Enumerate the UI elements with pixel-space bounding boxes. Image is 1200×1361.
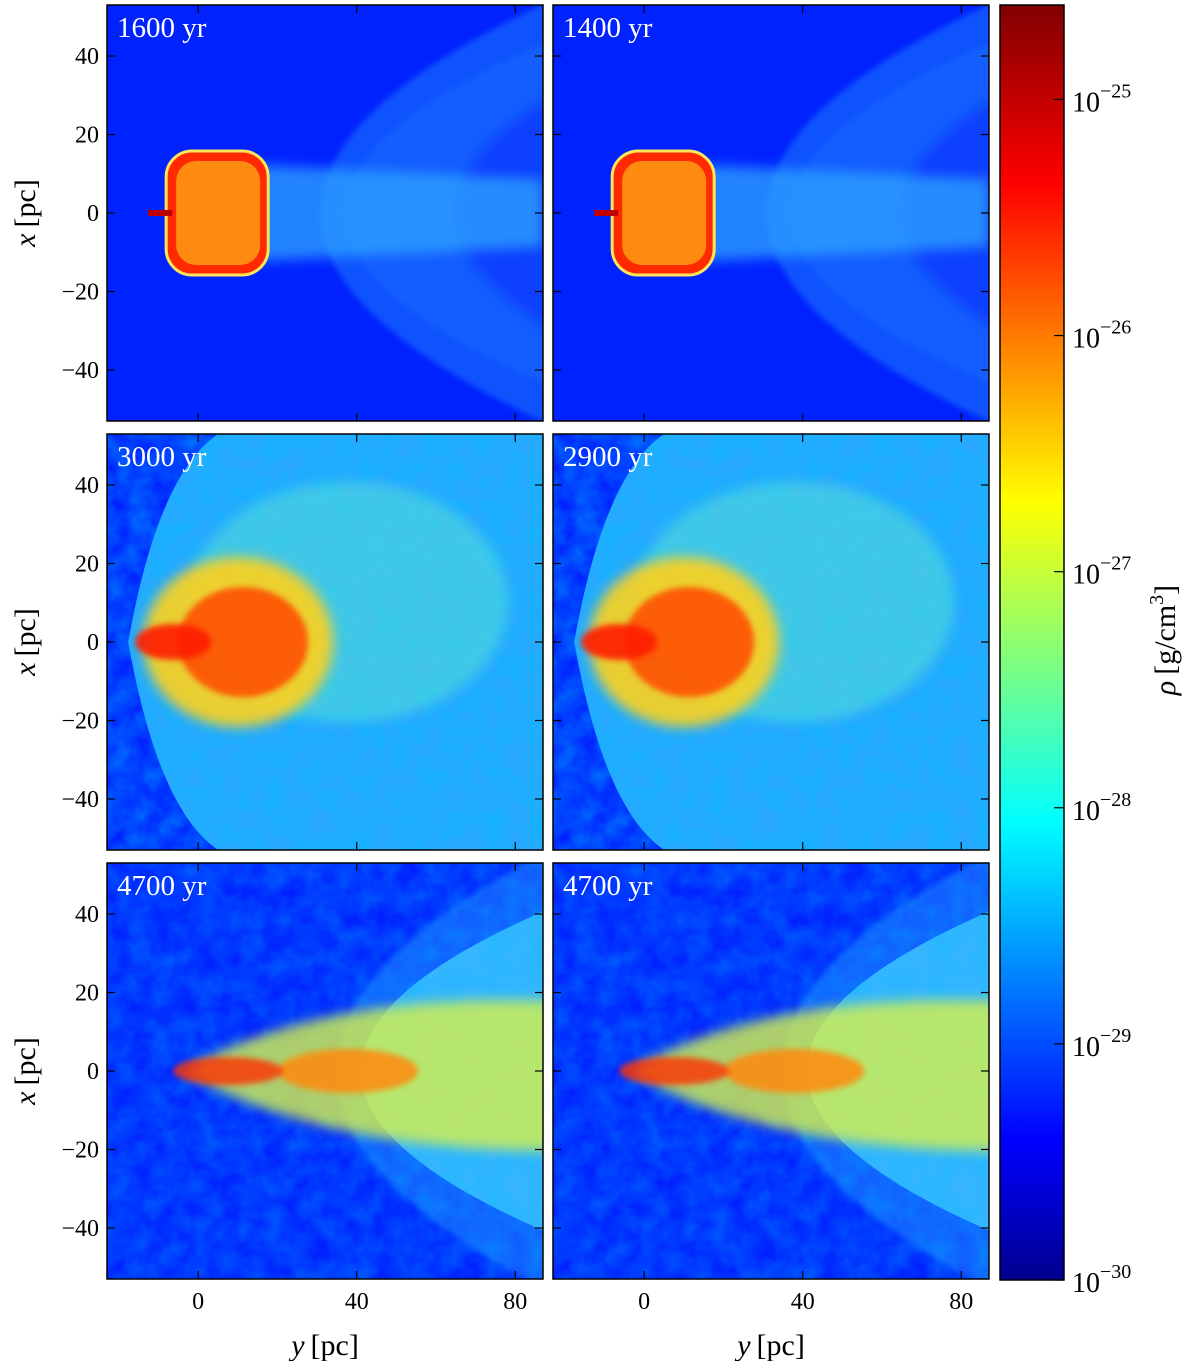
dense-knot	[724, 1049, 865, 1093]
y-tick-label: 0	[87, 201, 99, 227]
panel-time-label: 2900 yr	[563, 441, 653, 473]
x-tick-label: 40	[345, 1289, 369, 1315]
y-axis-label: x [pc]	[9, 1037, 42, 1106]
y-axis-label: x [pc]	[9, 179, 42, 248]
colorbar-tick-base: 10	[1072, 1268, 1100, 1299]
colorbar-tick-exp: −29	[1100, 1025, 1131, 1047]
y-tick-label: 0	[87, 630, 99, 656]
y-tick-label: 20	[75, 981, 99, 1007]
y-tick-label: −20	[61, 279, 99, 305]
y-tick-label: −40	[61, 1216, 99, 1242]
colorbar-tick-base: 10	[1072, 560, 1100, 591]
y-tick-label: 40	[75, 473, 99, 499]
y-tick-label: 20	[75, 552, 99, 578]
dense-core	[624, 587, 755, 697]
x-tick-label: 40	[791, 1289, 815, 1315]
turbulent-tail	[258, 165, 543, 261]
jet-spike	[594, 210, 619, 216]
colorbar-label-close: ]	[1149, 585, 1182, 595]
panel-1: 1600 yr 40 20 0 −20 −40 x [pc]	[9, 4, 544, 422]
turbulent-tail	[704, 165, 989, 261]
y-tick-label: 0	[87, 1059, 99, 1085]
y-axis-var: x	[9, 233, 42, 248]
y-axis-unit: [pc]	[9, 1037, 42, 1085]
x-axis-label: y [pc]	[288, 1329, 359, 1361]
colorbar-tick-base: 10	[1072, 324, 1100, 355]
jet-spike	[148, 210, 173, 216]
y-tick-label: 40	[75, 902, 99, 928]
panel-2: 1400 yr	[552, 4, 990, 422]
jet-head	[173, 1057, 284, 1085]
x-axis-label: y [pc]	[734, 1329, 805, 1361]
colorbar-tick-base: 10	[1072, 1032, 1100, 1063]
y-axis-unit: [pc]	[9, 179, 42, 227]
x-axis-unit: [pc]	[311, 1329, 359, 1361]
ejecta-core	[176, 161, 261, 265]
panel-time-label: 4700 yr	[563, 870, 653, 902]
jet-head	[619, 1057, 730, 1085]
y-tick-label: 40	[75, 44, 99, 70]
colorbar-tick-exp: −26	[1100, 317, 1131, 339]
colorbar-tick-label: 10−26	[1072, 317, 1131, 355]
y-axis-var: x	[9, 1091, 42, 1106]
x-tick-label: 0	[192, 1289, 204, 1315]
panel-time-label: 1600 yr	[117, 12, 207, 44]
x-tick-label: 80	[949, 1289, 973, 1315]
y-tick-label: −20	[61, 708, 99, 734]
y-axis-label: x [pc]	[9, 608, 42, 677]
colorbar-tick-label: 10−27	[1072, 553, 1131, 591]
panel-3: 3000 yr 40 20 0 −20 −40 x [pc]	[9, 433, 544, 851]
x-tick-label: 80	[503, 1289, 527, 1315]
y-axis-unit: [pc]	[9, 608, 42, 656]
colorbar-tick-exp: −30	[1100, 1261, 1131, 1283]
colorbar-tick-label: 10−28	[1072, 789, 1131, 827]
colorbar-label-exp: 3	[1146, 595, 1168, 605]
colorbar-tick-base: 10	[1072, 87, 1100, 118]
y-tick-label: −20	[61, 1137, 99, 1163]
colorbar-gradient	[999, 4, 1065, 1281]
panel-4: 2900 yr	[552, 433, 990, 851]
y-tick-label: −40	[61, 358, 99, 384]
colorbar-tick-exp: −25	[1100, 80, 1131, 102]
colorbar-label-var: ρ	[1149, 681, 1182, 696]
panel-time-label: 3000 yr	[117, 441, 207, 473]
panel-6: 4700 yr 0 40 80 y [pc]	[552, 862, 990, 1361]
panel-time-label: 1400 yr	[563, 12, 653, 44]
colorbar-tick-label: 10−30	[1072, 1261, 1131, 1299]
x-axis-var: y	[734, 1329, 751, 1361]
colorbar-label: ρ [g/cm3]	[1146, 585, 1182, 696]
dense-knot	[278, 1049, 419, 1093]
panel-time-label: 4700 yr	[117, 870, 207, 902]
colorbar-tick-exp: −27	[1100, 553, 1131, 575]
x-tick-label: 0	[638, 1289, 650, 1315]
y-axis-var: x	[9, 662, 42, 677]
jet-head	[135, 624, 212, 660]
x-axis-var: y	[288, 1329, 305, 1361]
colorbar-tick-base: 10	[1072, 796, 1100, 827]
dense-core	[178, 587, 309, 697]
x-axis-unit: [pc]	[757, 1329, 805, 1361]
jet-head	[581, 624, 658, 660]
colorbar-tick-label: 10−29	[1072, 1025, 1131, 1063]
colorbar-tick-exp: −28	[1100, 789, 1131, 811]
y-tick-label: −40	[61, 787, 99, 813]
colorbar-label-unit: [g/cm	[1149, 605, 1182, 675]
ejecta-core	[622, 161, 707, 265]
y-tick-label: 20	[75, 123, 99, 149]
colorbar-tick-label: 10−25	[1072, 80, 1131, 118]
